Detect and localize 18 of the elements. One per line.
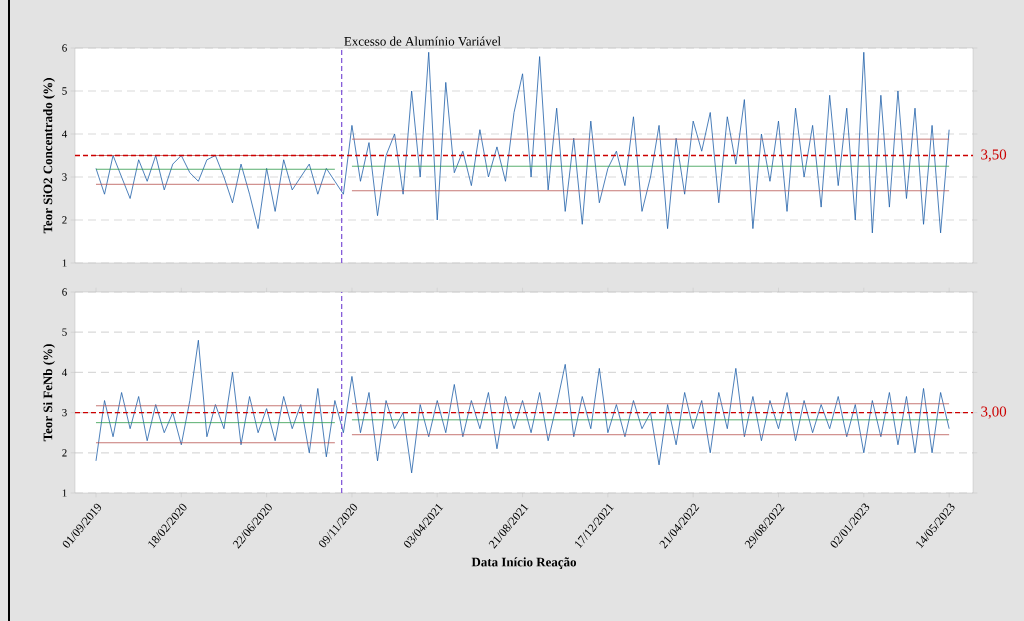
y-tick-label: 2 [62,449,67,457]
ref-line-label: 3,50 [981,149,1007,162]
ref-line-label: 3,00 [981,406,1007,419]
y-tick-label: 1 [62,259,67,267]
y-tick-label: 3 [62,408,67,417]
y-tick-label: 4 [61,130,68,138]
y-tick-label: 1 [62,489,67,497]
y-tick-label: 6 [62,44,67,52]
y-tick-label: 6 [62,288,67,296]
y-tick-label: 4 [61,368,68,377]
y-tick-label: 5 [62,328,67,336]
y-tick-label: 3 [62,173,67,181]
y-tick-label: 5 [62,87,67,95]
y-axis-title: Teor SiO2 Concentrado (%) [43,78,55,234]
text: Excesso de Alumínio Variável [344,36,501,46]
y-axis-title: Teor Si FeNb (%) [43,344,55,442]
x-axis-title: Data Início Reação [471,557,577,570]
y-tick-label: 2 [62,216,67,224]
